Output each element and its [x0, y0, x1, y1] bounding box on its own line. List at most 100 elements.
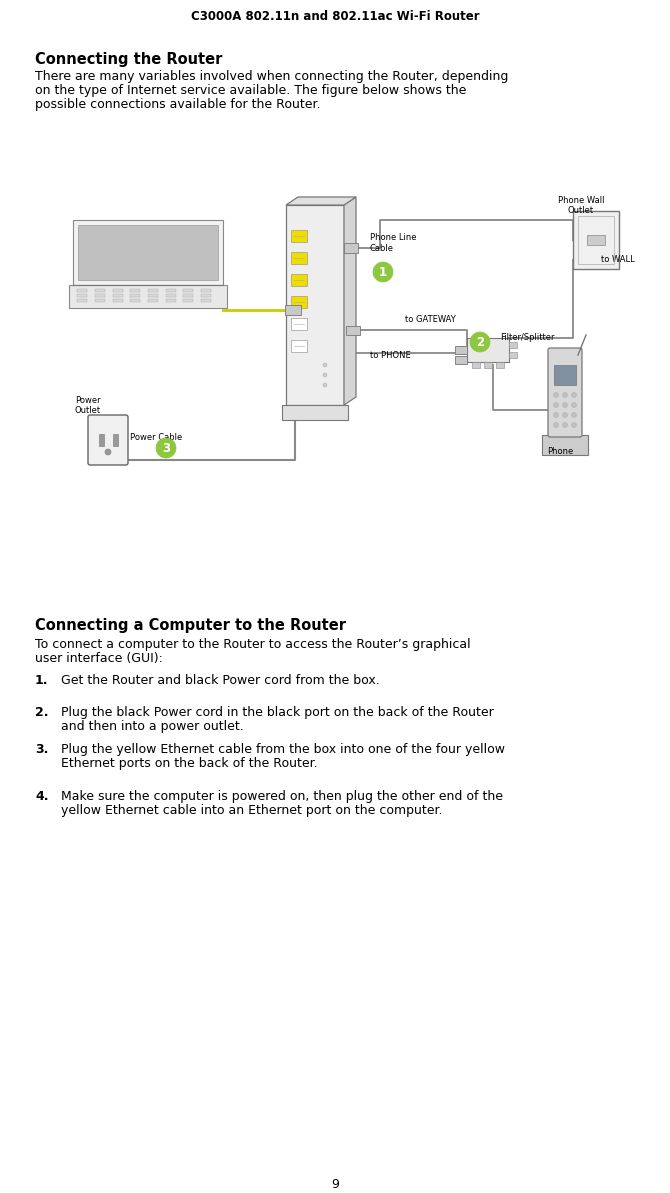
Text: Power Cable: Power Cable	[130, 433, 182, 443]
Polygon shape	[291, 340, 307, 352]
Polygon shape	[291, 319, 307, 330]
Polygon shape	[344, 243, 358, 253]
Circle shape	[470, 332, 490, 352]
Polygon shape	[184, 289, 194, 291]
Polygon shape	[285, 305, 301, 315]
Text: 1: 1	[379, 266, 387, 278]
Polygon shape	[95, 289, 105, 291]
Polygon shape	[201, 289, 211, 291]
Polygon shape	[69, 285, 226, 308]
Polygon shape	[201, 293, 211, 297]
Polygon shape	[459, 346, 467, 354]
Polygon shape	[113, 293, 123, 297]
Polygon shape	[286, 205, 344, 404]
Polygon shape	[98, 434, 103, 446]
Text: Power
Outlet: Power Outlet	[75, 396, 101, 415]
Circle shape	[105, 449, 111, 455]
Circle shape	[323, 363, 327, 367]
Text: yellow Ethernet cable into an Ethernet port on the computer.: yellow Ethernet cable into an Ethernet p…	[61, 804, 442, 817]
Text: possible connections available for the Router.: possible connections available for the R…	[35, 98, 320, 111]
Text: 9: 9	[331, 1177, 339, 1191]
Polygon shape	[130, 289, 140, 291]
Polygon shape	[554, 365, 576, 385]
Polygon shape	[95, 298, 105, 302]
Circle shape	[563, 392, 567, 397]
Text: on the type of Internet service available. The figure below shows the: on the type of Internet service availabl…	[35, 84, 466, 97]
Text: There are many variables involved when connecting the Router, depending: There are many variables involved when c…	[35, 70, 509, 84]
Text: 2: 2	[476, 335, 484, 348]
Text: Filter/Splitter: Filter/Splitter	[500, 334, 555, 342]
Polygon shape	[542, 435, 588, 455]
Text: 3.: 3.	[35, 743, 48, 756]
Polygon shape	[587, 235, 605, 245]
Text: C3000A 802.11n and 802.11ac Wi-Fi Router: C3000A 802.11n and 802.11ac Wi-Fi Router	[191, 10, 479, 23]
Text: Phone Line
Cable: Phone Line Cable	[370, 234, 417, 253]
Text: Make sure the computer is powered on, then plug the other end of the: Make sure the computer is powered on, th…	[61, 790, 503, 803]
Polygon shape	[165, 293, 176, 297]
Circle shape	[572, 413, 576, 418]
Text: 1.: 1.	[35, 674, 48, 687]
Polygon shape	[286, 197, 356, 205]
Polygon shape	[573, 211, 619, 268]
Polygon shape	[77, 289, 87, 291]
Polygon shape	[455, 356, 467, 364]
Polygon shape	[130, 293, 140, 297]
Circle shape	[323, 373, 327, 377]
Polygon shape	[467, 338, 509, 361]
Polygon shape	[496, 361, 504, 367]
Polygon shape	[472, 361, 480, 367]
Polygon shape	[184, 293, 194, 297]
Circle shape	[572, 402, 576, 408]
Circle shape	[156, 438, 176, 458]
Circle shape	[553, 422, 559, 427]
Text: Ethernet ports on the back of the Router.: Ethernet ports on the back of the Router…	[61, 758, 318, 769]
Polygon shape	[484, 361, 492, 367]
Polygon shape	[344, 197, 356, 404]
Circle shape	[563, 413, 567, 418]
Polygon shape	[78, 225, 218, 280]
Polygon shape	[148, 293, 158, 297]
Polygon shape	[113, 298, 123, 302]
Circle shape	[553, 402, 559, 408]
Text: To connect a computer to the Router to access the Router’s graphical: To connect a computer to the Router to a…	[35, 638, 470, 651]
Polygon shape	[184, 298, 194, 302]
Polygon shape	[291, 296, 307, 308]
Text: Connecting a Computer to the Router: Connecting a Computer to the Router	[35, 618, 346, 633]
Text: Phone: Phone	[547, 447, 573, 457]
Polygon shape	[113, 434, 117, 446]
Text: 2.: 2.	[35, 706, 48, 719]
Polygon shape	[130, 298, 140, 302]
Text: Plug the black Power cord in the black port on the back of the Router: Plug the black Power cord in the black p…	[61, 706, 494, 719]
Polygon shape	[291, 252, 307, 264]
Circle shape	[323, 383, 327, 387]
Text: Plug the yellow Ethernet cable from the box into one of the four yellow: Plug the yellow Ethernet cable from the …	[61, 743, 505, 756]
Polygon shape	[165, 289, 176, 291]
FancyBboxPatch shape	[548, 348, 582, 437]
Polygon shape	[73, 220, 223, 285]
Circle shape	[553, 413, 559, 418]
Circle shape	[572, 392, 576, 397]
FancyBboxPatch shape	[88, 415, 128, 465]
Text: 3: 3	[162, 441, 170, 455]
Polygon shape	[291, 230, 307, 242]
Polygon shape	[165, 298, 176, 302]
Polygon shape	[77, 293, 87, 297]
Polygon shape	[282, 404, 348, 420]
Polygon shape	[201, 298, 211, 302]
Polygon shape	[509, 352, 517, 358]
Polygon shape	[291, 274, 307, 286]
Text: to WALL: to WALL	[601, 255, 634, 265]
Text: Get the Router and black Power cord from the box.: Get the Router and black Power cord from…	[61, 674, 380, 687]
Text: to PHONE: to PHONE	[370, 351, 411, 359]
Polygon shape	[148, 298, 158, 302]
Text: Connecting the Router: Connecting the Router	[35, 52, 222, 67]
Text: user interface (GUI):: user interface (GUI):	[35, 653, 163, 665]
Circle shape	[373, 262, 393, 282]
Polygon shape	[77, 298, 87, 302]
Polygon shape	[455, 346, 467, 354]
Polygon shape	[95, 293, 105, 297]
Circle shape	[572, 422, 576, 427]
Polygon shape	[509, 342, 517, 348]
Polygon shape	[113, 289, 123, 291]
Circle shape	[563, 402, 567, 408]
